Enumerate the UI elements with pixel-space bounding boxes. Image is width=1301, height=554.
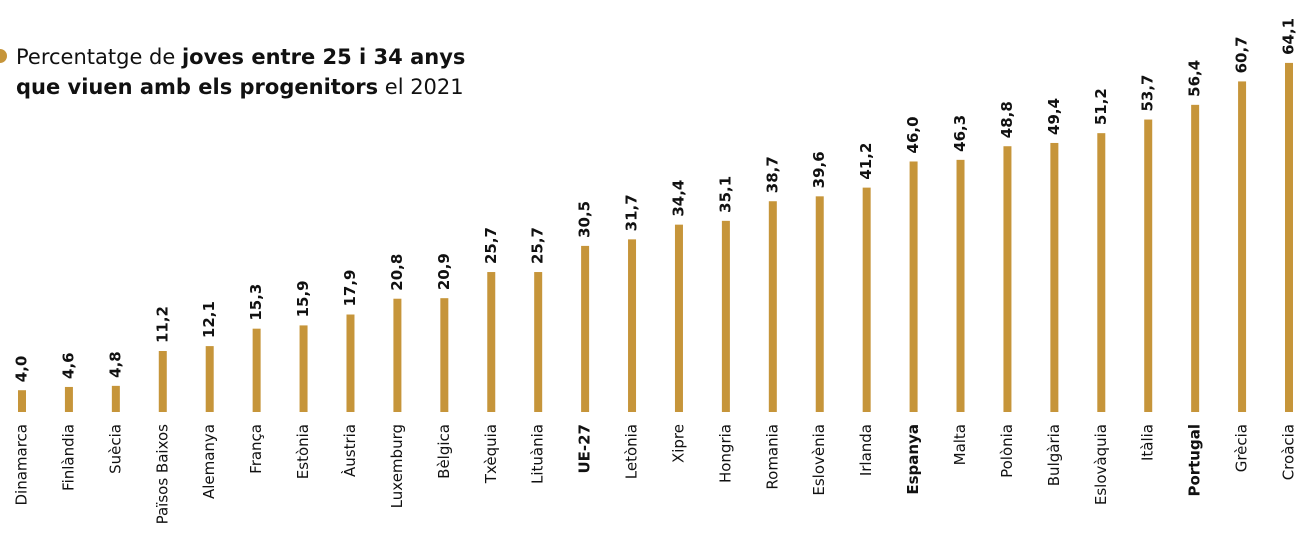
x-tick-label: Bulgària (1045, 424, 1063, 486)
bar (158, 351, 167, 412)
value-label: 56,4 (1186, 60, 1204, 97)
bar (956, 159, 965, 412)
bar (1285, 62, 1293, 412)
value-label: 53,7 (1139, 75, 1157, 112)
title-part: Percentatge de (16, 45, 182, 69)
x-tick-label: Estònia (294, 424, 312, 479)
title-part: que viuen amb els progenitors (16, 75, 378, 99)
bar (111, 385, 120, 412)
bar (393, 298, 402, 412)
x-tick-label: Xipre (669, 424, 687, 463)
bar (252, 328, 261, 412)
bar (487, 272, 496, 412)
value-label: 4,6 (59, 352, 77, 379)
bar (205, 346, 214, 412)
value-label: 20,8 (388, 254, 406, 291)
x-tick-label: Malta (951, 424, 969, 465)
x-tick-label: Suècia (106, 424, 124, 474)
value-label: 39,6 (810, 151, 828, 188)
bar (909, 161, 918, 412)
bar (815, 196, 824, 412)
bar (299, 325, 308, 412)
value-label: 25,7 (529, 227, 547, 264)
chart-title: Percentatge de joves entre 25 i 34 anys q… (16, 45, 465, 99)
x-tick-label: Alemanya (200, 424, 218, 499)
x-tick-label: Croàcia (1280, 424, 1298, 480)
bar (768, 201, 777, 412)
bar (534, 272, 543, 412)
x-tick-label: Bèlgica (435, 424, 453, 479)
value-label: 49,4 (1045, 98, 1063, 135)
value-label: 30,5 (576, 201, 594, 238)
bar (1191, 104, 1200, 413)
x-tick-label: Itàlia (1139, 424, 1157, 461)
x-tick-label: Dinamarca (13, 424, 31, 506)
x-tick-label: Hongria (716, 424, 734, 483)
value-label: 15,9 (294, 280, 312, 317)
value-label: 15,3 (247, 284, 265, 321)
bar (18, 390, 26, 412)
bar (1003, 146, 1012, 412)
value-label: 25,7 (482, 227, 500, 264)
x-tick-label: Txèquia (482, 424, 500, 484)
x-tick-label: Eslovàquia (1092, 424, 1110, 505)
title-part: joves entre 25 i 34 anys (181, 45, 465, 69)
value-label: 60,7 (1233, 36, 1251, 73)
value-label: 64,1 (1280, 18, 1298, 55)
bar (721, 220, 730, 412)
title-part: el 2021 (378, 75, 464, 99)
bar (440, 298, 449, 412)
x-tick-label: Irlanda (857, 424, 875, 476)
x-tick-label: Polònia (998, 424, 1016, 478)
value-label: 20,9 (435, 253, 453, 290)
x-tick-label: Espanya (904, 424, 922, 495)
title-line: Percentatge de joves entre 25 i 34 anys (16, 45, 465, 69)
bar (862, 187, 871, 412)
x-tick-label: Països Baixos (153, 424, 171, 525)
x-tick-label: Lituània (529, 424, 547, 484)
x-tick-label: Letònia (623, 424, 641, 479)
value-label: 46,3 (951, 115, 969, 152)
value-label: 12,1 (200, 301, 218, 338)
bar (1144, 119, 1153, 413)
x-tick-label: Àustria (340, 424, 359, 477)
bar (674, 224, 683, 412)
x-tick-label: Finlàndia (59, 424, 77, 491)
value-label: 51,2 (1092, 88, 1110, 125)
value-label: 31,7 (623, 194, 641, 231)
value-label: 4,0 (13, 356, 31, 383)
title-bullet (0, 49, 7, 63)
x-tick-label: Grècia (1233, 424, 1251, 472)
value-label: 34,4 (669, 180, 687, 217)
x-tick-label: França (247, 424, 265, 474)
bar (64, 386, 73, 412)
x-tick-label: Portugal (1186, 424, 1204, 497)
value-label: 4,8 (106, 351, 124, 378)
bar (1238, 81, 1247, 413)
value-label: 41,2 (857, 143, 875, 180)
value-label: 48,8 (998, 101, 1016, 138)
value-label: 46,0 (904, 116, 922, 153)
x-tick-label: Luxemburg (388, 424, 406, 508)
bar (1050, 142, 1059, 412)
value-label: 17,9 (341, 269, 359, 306)
bar (1097, 133, 1106, 412)
value-label: 35,1 (716, 176, 734, 213)
x-tick-label: UE-27 (576, 424, 594, 474)
bar (346, 314, 355, 412)
title-line: que viuen amb els progenitors el 2021 (16, 75, 464, 99)
bar (628, 239, 637, 412)
x-tick-label: Romania (763, 424, 781, 490)
value-label: 38,7 (763, 156, 781, 193)
x-tick-label: Eslovènia (810, 424, 828, 496)
value-label: 11,2 (153, 306, 171, 343)
bar (581, 245, 590, 412)
